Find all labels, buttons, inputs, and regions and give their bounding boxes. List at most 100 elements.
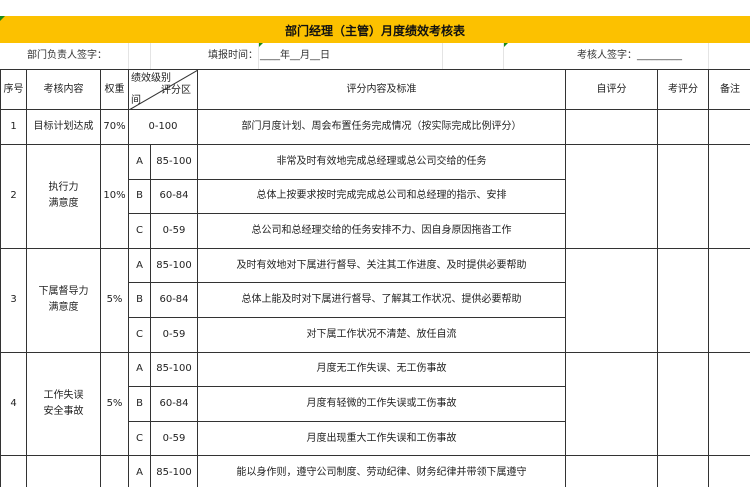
header-range: 评分区 [161, 85, 191, 96]
score-range: 85-100 [150, 455, 198, 487]
criteria-text: 部门月度计划、周会布置任务完成情况（按实际完成比例评分） [197, 109, 566, 145]
cell-comment-marker [258, 43, 263, 48]
review-score-cell[interactable] [657, 455, 709, 487]
remark-cell[interactable] [708, 351, 750, 457]
reviewer-signature[interactable]: 考核人签字：_________ [577, 50, 682, 61]
review-score-cell[interactable] [657, 144, 709, 249]
grade-level: A [128, 455, 151, 487]
header-item: 考核内容 [26, 69, 101, 110]
grade-level: C [128, 213, 151, 249]
gridline [503, 43, 504, 69]
self-score-cell[interactable] [565, 144, 658, 249]
sheet-title: 部门经理（主管）月度绩效考核表 [284, 24, 465, 38]
table-row: C 0-59 对下属工作状况不清楚、放任自流 [1, 316, 750, 353]
assessment-item: 执行力 满意度 [26, 144, 101, 249]
assessment-item: 目标计划达成 [26, 109, 101, 145]
criteria-text: 总体上能及时对下属进行督导、了解其工作状况、提供必要帮助 [197, 282, 566, 318]
assessment-item: 下属督导力 满意度 [26, 247, 101, 353]
header-grade: 绩效级别 [131, 73, 171, 84]
fill-time-label: 填报时间： [208, 50, 258, 61]
row-number [0, 455, 27, 487]
header-self-score: 自评分 [565, 69, 658, 110]
diagonal-divider [129, 70, 198, 110]
table-row: C 0-59 月度出现重大工作失误和工伤事故 [1, 420, 750, 457]
assessment-table: 序号 考核内容 权重 绩效级别 评分区 间 评分内容及标准 自评分 考评分 备注… [0, 69, 750, 487]
score-range: 0-59 [150, 420, 198, 457]
table-row: 2 执行力 满意度 10% A 85-100 非常及时有效地完成总经理或总公司交给的任务 [0, 144, 750, 249]
table-row: B 60-84 总体上按要求按时完成完成总公司和总经理的指示、安排 [1, 178, 750, 215]
score-range: 0-59 [150, 316, 198, 353]
remark-cell[interactable] [708, 247, 750, 353]
gridline [150, 43, 151, 69]
assessment-item [26, 455, 101, 487]
review-score-cell[interactable] [657, 247, 709, 353]
grade-level: A [128, 144, 151, 180]
table-row: A 85-100 能以身作则，遵守公司制度、劳动纪律、财务纪律并带领下属遵守 [0, 455, 750, 487]
table-row: 4 工作失误 安全事故 5% A 85-100 月度无工作失误、无工伤事故 [0, 351, 750, 457]
weight: 5% [100, 247, 129, 353]
grade-level: B [128, 282, 151, 318]
table-row: B 60-84 月度有轻微的工作失误或工伤事故 [1, 386, 750, 422]
score-range: 0-100 [128, 109, 198, 145]
criteria-text: 总体上按要求按时完成完成总公司和总经理的指示、安排 [197, 178, 566, 215]
criteria-text: 月度无工作失误、无工伤事故 [197, 351, 566, 388]
criteria-text: 非常及时有效地完成总经理或总公司交给的任务 [197, 144, 566, 180]
score-range: 0-59 [150, 213, 198, 249]
criteria-text: 月度出现重大工作失误和工伤事故 [197, 420, 566, 457]
remark-cell[interactable] [708, 455, 750, 487]
score-range: 85-100 [150, 144, 198, 180]
header-no: 序号 [0, 69, 27, 110]
header-row: 序号 考核内容 权重 绩效级别 评分区 间 评分内容及标准 自评分 考评分 备注 [0, 69, 750, 110]
gridline [442, 43, 443, 69]
assessment-table-wrap: 序号 考核内容 权重 绩效级别 评分区 间 评分内容及标准 自评分 考评分 备注… [0, 69, 750, 487]
weight: 10% [100, 144, 129, 249]
header-range-tail: 间 [131, 95, 141, 106]
table-row: 3 下属督导力 满意度 5% A 85-100 及时有效地对下属进行督导、关注其工作进度、… [0, 247, 750, 353]
score-range: 60-84 [150, 386, 198, 422]
row-number: 2 [0, 144, 27, 249]
remark-cell[interactable] [708, 109, 750, 145]
row-number: 4 [0, 351, 27, 457]
gridline [258, 43, 259, 69]
row-number: 3 [0, 247, 27, 353]
self-score-cell[interactable] [565, 455, 658, 487]
gridline [128, 43, 129, 69]
table-row: 1 目标计划达成 70% 0-100 部门月度计划、周会布置任务完成情况（按实际完成比例… [0, 109, 750, 145]
criteria-text: 及时有效地对下属进行督导、关注其工作进度、及时提供必要帮助 [197, 247, 566, 284]
gridline [708, 43, 709, 69]
row-number: 1 [0, 109, 27, 145]
grade-level: A [128, 351, 151, 388]
grade-level: C [128, 316, 151, 353]
review-score-cell[interactable] [657, 351, 709, 457]
review-score-cell[interactable] [657, 109, 709, 145]
criteria-text: 对下属工作状况不清楚、放任自流 [197, 316, 566, 353]
score-range: 60-84 [150, 282, 198, 318]
header-review-score: 考评分 [657, 69, 709, 110]
grade-level: A [128, 247, 151, 284]
criteria-text: 能以身作则，遵守公司制度、劳动纪律、财务纪律并带领下属遵守 [197, 455, 566, 487]
criteria-text: 月度有轻微的工作失误或工伤事故 [197, 386, 566, 422]
table-row: C 0-59 总公司和总经理交给的任务安排不力、因自身原因拖沓工作 [1, 213, 750, 249]
title-bar: 部门经理（主管）月度绩效考核表 [0, 16, 750, 43]
score-range: 60-84 [150, 178, 198, 215]
score-range: 85-100 [150, 247, 198, 284]
fill-time-field[interactable]: ____年__月__日 [260, 50, 330, 61]
self-score-cell[interactable] [565, 109, 658, 145]
remark-cell[interactable] [708, 144, 750, 249]
grade-level: C [128, 420, 151, 457]
cell-comment-marker [503, 43, 508, 48]
self-score-cell[interactable] [565, 351, 658, 457]
header-remark: 备注 [708, 69, 750, 110]
score-range: 85-100 [150, 351, 198, 388]
weight: 70% [100, 109, 129, 145]
cell-comment-marker [0, 16, 5, 21]
dept-head-signature[interactable]: 部门负责人签字： [27, 50, 107, 61]
weight [100, 455, 129, 487]
criteria-text: 总公司和总经理交给的任务安排不力、因自身原因拖沓工作 [197, 213, 566, 249]
self-score-cell[interactable] [565, 247, 658, 353]
assessment-item: 工作失误 安全事故 [26, 351, 101, 457]
table-row: B 60-84 总体上能及时对下属进行督导、了解其工作状况、提供必要帮助 [1, 282, 750, 318]
grade-level: B [128, 386, 151, 422]
header-criteria: 评分内容及标准 [197, 69, 566, 110]
header-grade-range: 绩效级别 评分区 间 [128, 69, 198, 110]
